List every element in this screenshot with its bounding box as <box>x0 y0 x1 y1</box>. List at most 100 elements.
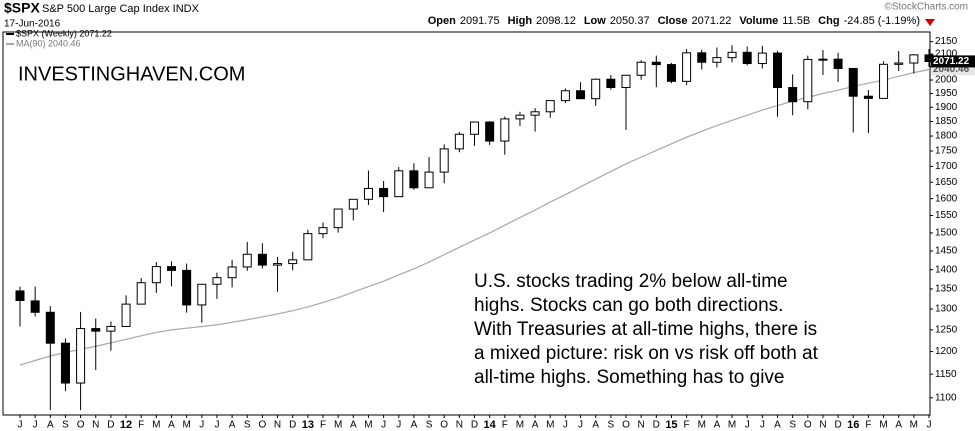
x-tick-label: 12 <box>120 419 132 431</box>
candle-body <box>651 61 661 66</box>
y-tick-label: 1700 <box>935 161 958 172</box>
credit: ©StockCharts.com <box>884 2 968 13</box>
candle-body <box>879 63 889 99</box>
candle-body <box>697 52 707 63</box>
candle-body <box>742 51 752 65</box>
candle-body <box>863 95 873 99</box>
y-tick-label: 2100 <box>935 49 958 60</box>
x-tick-label: A <box>895 420 902 431</box>
x-tick-label: A <box>774 420 781 431</box>
candle-body <box>136 282 146 305</box>
candle-body <box>591 78 601 100</box>
x-tick-label: M <box>364 420 372 431</box>
candle-body <box>606 78 616 89</box>
x-tick-label: M <box>879 420 887 431</box>
down-arrow <box>925 19 935 26</box>
x-tick-label: D <box>471 420 478 431</box>
y-tick-label: 1200 <box>935 346 958 357</box>
x-tick-label: J <box>745 420 750 431</box>
x-tick-label: N <box>92 420 99 431</box>
candle-body <box>666 64 676 82</box>
x-tick-label: J <box>18 420 23 431</box>
x-tick-label: J <box>760 420 765 431</box>
legend-entry: $SPX (Weekly) 2071.22 <box>16 28 112 38</box>
candle-body <box>121 303 131 327</box>
candle-body <box>182 269 192 306</box>
candle-body <box>30 300 40 313</box>
watermark: INVESTINGHAVEN.COM <box>18 63 245 85</box>
x-tick-label: N <box>819 420 826 431</box>
x-tick-label: M <box>182 420 190 431</box>
x-tick-label: J <box>33 420 38 431</box>
x-tick-label: O <box>77 420 85 431</box>
x-tick-label: N <box>274 420 281 431</box>
candle-body <box>288 259 298 265</box>
candle-body <box>682 52 692 82</box>
candle-body <box>348 198 358 210</box>
y-tick-label: 1150 <box>935 369 957 380</box>
candle-body <box>409 170 419 189</box>
x-tick-label: N <box>456 420 463 431</box>
y-tick-label: 1550 <box>935 210 958 221</box>
candle-body <box>363 187 373 200</box>
y-tick-label: 1950 <box>935 88 958 99</box>
candle-body <box>454 133 464 150</box>
candle-body <box>15 290 25 301</box>
x-tick-label: M <box>516 420 524 431</box>
candle-body <box>91 328 101 332</box>
candle-body <box>530 111 540 116</box>
last-ma-label: 2040.46 <box>933 64 970 75</box>
quote-value: 11.5B <box>782 15 810 27</box>
x-tick-label: F <box>502 420 508 431</box>
y-tick-label: 1300 <box>935 304 958 315</box>
quote: Open 2091.75 High 2098.12 Low 2050.37 Close 207… <box>428 15 920 27</box>
quote-label: High <box>508 15 533 27</box>
x-tick-label: A <box>411 420 418 431</box>
quote-label: Open <box>428 15 456 27</box>
candle-body <box>318 227 328 235</box>
legend-swatch <box>6 33 14 35</box>
x-tick-label: J <box>578 420 583 431</box>
candle-body <box>773 52 782 89</box>
y-tick-label: 1650 <box>935 177 958 188</box>
x-tick-label: S <box>244 420 251 431</box>
candle-body <box>788 87 798 103</box>
x-tick-label: M <box>152 420 160 431</box>
candle-body <box>894 62 904 65</box>
x-tick-label: A <box>168 420 175 431</box>
annotation-line: U.S. stocks trading 2% below all-time <box>474 271 788 292</box>
candle-body <box>394 170 404 198</box>
y-tick-label: 1800 <box>935 131 958 142</box>
x-tick-label: J <box>927 420 932 431</box>
x-tick-label: N <box>638 420 645 431</box>
y-tick-label: 1500 <box>935 228 958 239</box>
candle-body <box>197 283 207 306</box>
candle-body <box>636 61 646 76</box>
x-tick-label: J <box>199 420 204 431</box>
x-tick-label: J <box>214 420 219 431</box>
symbol: $SPX <box>4 0 40 16</box>
candle-body <box>500 118 510 142</box>
quote-value: -24.85 (-1.19%) <box>844 15 920 27</box>
x-tick-label: J <box>381 420 386 431</box>
candle-body <box>439 148 449 173</box>
x-tick-label: S <box>608 420 615 431</box>
x-tick-label: A <box>532 420 539 431</box>
candle-body <box>167 266 176 271</box>
candle-body <box>212 277 222 285</box>
x-tick-label: D <box>653 420 660 431</box>
x-tick-label: A <box>714 420 721 431</box>
candle-body <box>470 121 479 135</box>
candle-body <box>757 52 767 65</box>
candle-body <box>76 328 86 384</box>
x-tick-label: O <box>259 420 267 431</box>
instrument-name: S&P 500 Large Cap Index INDX <box>42 3 200 15</box>
plot-frame <box>2 31 931 416</box>
legend-entry: MA(90) 2040.46 <box>16 38 81 48</box>
candle-body <box>106 325 116 332</box>
quote-label: Close <box>658 15 688 27</box>
candle-body <box>485 121 495 142</box>
candle-body <box>379 187 389 198</box>
y-tick-label: 1250 <box>935 325 958 336</box>
